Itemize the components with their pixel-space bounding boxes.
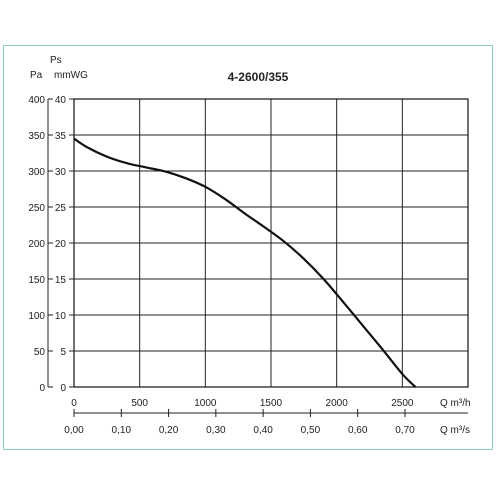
y-tick-label-mmwg: 35 — [55, 131, 67, 142]
y-axis-unit-pa: Pa — [30, 70, 43, 81]
x-tick-label-m3s: 0,10 — [112, 425, 132, 436]
y-tick-label-pa: 400 — [28, 95, 45, 106]
x-tick-label-m3h: 0 — [71, 398, 77, 409]
x-tick-label-m3s: 0,40 — [253, 425, 273, 436]
fan-curve-line — [73, 137, 417, 388]
y-tick-label-mmwg: 30 — [55, 167, 67, 178]
x-tick-label-m3s: 0,20 — [159, 425, 179, 436]
x-axis-label-m3s: Q m³/s — [440, 425, 470, 436]
x-tick-label-m3s: 0,00 — [64, 425, 84, 436]
y-tick-label-mmwg: 0 — [60, 383, 66, 394]
x-tick-label-m3h: 500 — [131, 398, 148, 409]
y-tick-label-mmwg: 10 — [55, 311, 67, 322]
y-tick-label-mmwg: 40 — [55, 95, 67, 106]
x-tick-label-m3h: 2000 — [326, 398, 349, 409]
y-tick-label-pa: 350 — [28, 131, 45, 142]
x-tick-label-m3h: 1000 — [194, 398, 217, 409]
x-tick-label-m3s: 0,70 — [395, 425, 415, 436]
x-tick-label-m3s: 0,30 — [206, 425, 226, 436]
y-tick-label-mmwg: 5 — [60, 347, 66, 358]
y-tick-label-pa: 200 — [28, 239, 45, 250]
y-tick-label-pa: 0 — [39, 383, 45, 394]
y-tick-label-pa: 150 — [28, 275, 45, 286]
y-tick-label-pa: 50 — [34, 347, 46, 358]
x-tick-label-m3s: 0,50 — [301, 425, 321, 436]
y-axis-symbol: Ps — [50, 55, 62, 66]
y-tick-label-mmwg: 20 — [55, 239, 67, 250]
x-tick-label-m3h: 1500 — [260, 398, 283, 409]
x-tick-label-m3h: 2500 — [391, 398, 414, 409]
x-axis-label-m3h: Q m³/h — [440, 398, 471, 409]
y-tick-label-pa: 250 — [28, 203, 45, 214]
y-tick-label-pa: 100 — [28, 311, 45, 322]
y-tick-label-mmwg: 15 — [55, 275, 67, 286]
chart-title: 4-2600/355 — [228, 70, 289, 84]
y-tick-label-mmwg: 25 — [55, 203, 67, 214]
x-tick-label-m3s: 0,60 — [348, 425, 368, 436]
y-tick-label-pa: 300 — [28, 167, 45, 178]
y-axis-unit-mmwg: mmWG — [54, 70, 88, 81]
